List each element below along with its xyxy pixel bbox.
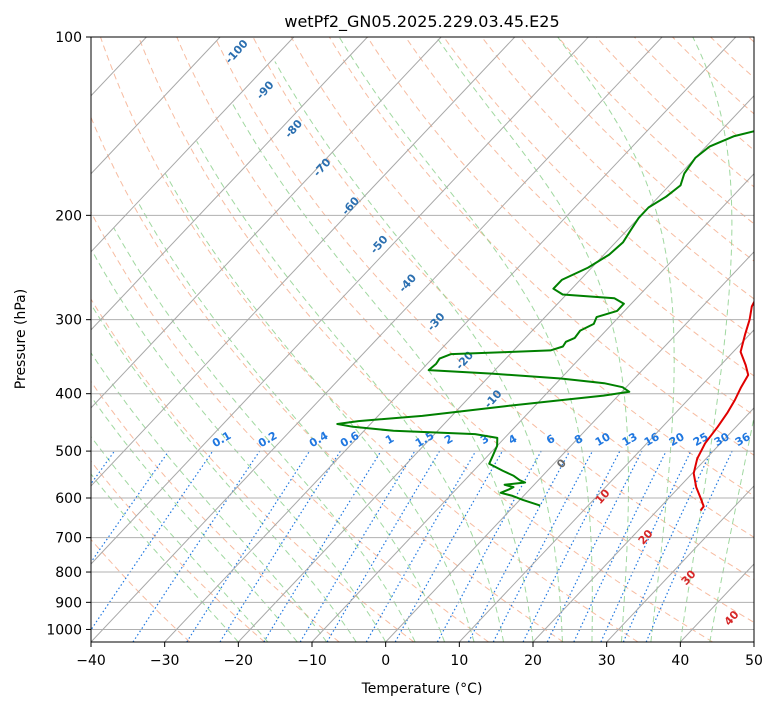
moist-adiabat-line [91,251,387,642]
dry-adiabat-line [91,298,415,642]
y-tick-label: 900 [55,595,82,611]
mixing-ratio-line [365,450,477,642]
dry-adiabat-line [557,37,754,225]
isotherm-gridline [91,37,516,487]
x-tick-label: 0 [381,653,390,669]
dry-adiabat-line [519,37,754,262]
y-axis-ticks: 100 200 300 400 500 600 700 800 900 1000 [46,30,91,638]
dewpoint-profile-line [336,130,754,507]
moist-adiabat-line [232,104,534,642]
dry-adiabat-line [91,538,191,642]
y-tick-label: 300 [55,313,82,329]
dry-adiabat-line [91,116,564,642]
moist-adiabat-line [91,435,269,642]
isobar-gridlines [91,37,754,630]
isotherm-gridline [91,37,663,642]
moist-adiabat-line [137,201,446,642]
moist-adiabat-line [113,227,416,642]
dry-adiabat-line [366,37,754,416]
isotherm-gridlines [91,37,754,642]
plot-frame [90,36,755,643]
y-tick-label: 500 [55,444,82,460]
dry-adiabat-line [252,37,754,538]
dry-adiabat-line [100,37,639,642]
y-tick-label: 700 [55,531,82,547]
mixing-ratio-line [299,450,416,642]
y-tick-label: 1000 [46,622,82,638]
dry-adiabat-line [290,37,754,497]
chart-title: wetPf2_GN05.2025.229.03.45.E25 [284,12,559,32]
mixing-ratio-line [645,450,733,642]
x-axis-title: Temperature (°C) [361,681,483,697]
x-tick-label: −40 [76,653,106,669]
moist-adiabat-line [91,303,357,642]
mixing-ratio-line [600,450,692,642]
x-tick-label: 40 [671,653,689,669]
isotherm-gridline [237,95,754,642]
moist-adiabat-line [679,37,733,642]
moist-adiabats [91,37,754,642]
mixing-ratio-line [263,450,382,642]
isotherm-gridline [164,37,737,642]
x-tick-label: −30 [150,653,180,669]
mixing-ratio-line [573,450,667,642]
x-tick-label: 50 [745,653,763,669]
y-tick-label: 800 [55,565,82,581]
dry-adiabat-line [91,460,265,642]
dry-adiabat-line [138,37,713,642]
isotherm-gridline [385,251,754,642]
temperature-profile-line [692,300,754,512]
x-axis-ticks: −40 −30 −20 −10 0 10 20 30 40 50 [76,642,763,669]
isotherm-gridline [91,37,295,253]
isotherm-gridline [532,407,754,642]
isotherm-gridline [458,329,754,642]
mixing-ratio-line [546,450,643,642]
mixing-ratio-line [186,450,311,642]
dry-adiabat-line [91,380,340,642]
dry-adiabat-line [176,37,754,623]
x-tick-label: −10 [297,653,327,669]
moist-adiabat-line [274,61,563,642]
mixing-ratio-line [91,450,214,631]
x-tick-label: 30 [598,653,616,669]
isotherm-gridline [91,37,589,565]
moist-adiabat-line [91,473,239,642]
mixing-ratio-line [622,450,712,642]
moist-adiabat-line [435,37,629,642]
x-tick-label: 20 [524,653,542,669]
moist-adiabat-line [164,173,475,642]
mixing-ratio-line [219,450,341,642]
y-tick-label: 400 [55,387,82,403]
dry-adiabat-line [481,37,754,300]
x-tick-label: 10 [450,653,468,669]
plot-area: -100-90-80-70-60-50-40-30-20-10010203040… [91,37,754,642]
dry-adiabat-line [328,37,754,456]
moist-adiabat-line [338,37,593,642]
moist-adiabat-line [557,37,675,642]
isotherm-gridline [91,37,368,331]
isotherm-gridline [606,485,754,642]
mixing-ratio-line [91,450,170,564]
isotherm-gridline [311,173,754,642]
sounding-profiles [336,130,754,512]
mixing-ratio-line [326,450,441,642]
moist-adiabat-line [709,415,754,642]
dry-adiabat-line [214,37,754,580]
mixing-ratio-line [394,450,503,642]
y-tick-label: 100 [55,30,82,46]
dry-adiabats [91,37,754,642]
y-tick-label: 200 [55,208,82,224]
y-axis-title: Pressure (hPa) [13,289,29,389]
y-tick-label: 600 [55,491,82,507]
dry-adiabat-line [405,37,754,377]
isotherm-gridline [91,37,221,175]
x-tick-label: −20 [224,653,254,669]
isotherm-gridline [91,37,442,409]
